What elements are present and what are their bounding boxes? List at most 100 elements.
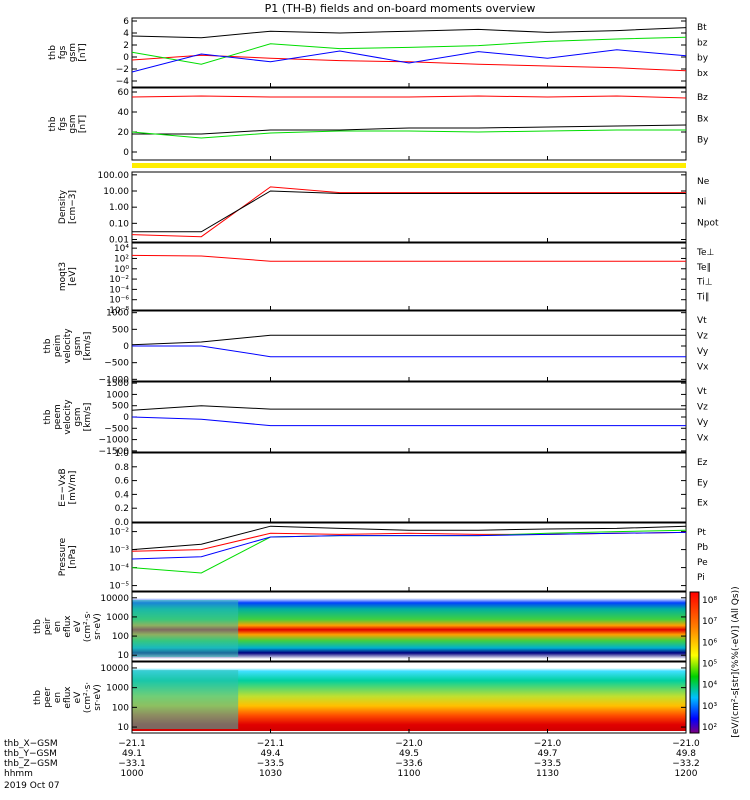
series-line-Pt <box>131 525 687 551</box>
y-tick-label: 0.2 <box>115 504 129 514</box>
panel-ion_spec <box>131 591 687 662</box>
colorbar-label: [eV/(cm²-s[str](%%(-eV)] (All Qs)) <box>731 586 741 737</box>
y-tick-label: 10000 <box>100 594 129 604</box>
y-tick-label: 10⁻⁶ <box>109 296 129 306</box>
y-axis-label: [eV] <box>68 267 78 286</box>
x-axis-row-value: −21.0 <box>534 739 562 749</box>
x-axis-row-value: 49.8 <box>676 749 696 759</box>
panel-frame <box>131 17 687 88</box>
y-tick-label: 1000 <box>106 613 129 623</box>
colorbar-tick-label: 10⁶ <box>702 638 717 648</box>
y-tick-label: 10⁰ <box>114 265 129 275</box>
x-axis-row-label: thb_Y−GSM <box>4 749 57 759</box>
legend-entry: bx <box>697 69 709 79</box>
legend-entry: Vx <box>697 363 709 373</box>
panel-el_spec <box>131 661 687 734</box>
y-axis-label: thb <box>33 619 43 634</box>
y-axis-label: eflux <box>63 615 73 638</box>
colorbar-tick-label: 10² <box>702 723 717 733</box>
x-axis-row-value: 1100 <box>398 769 421 779</box>
legend-entry: Ti⊥ <box>696 278 713 288</box>
y-tick-label: 0 <box>123 53 129 63</box>
y-axis-label: Density <box>58 189 68 224</box>
legend-entry: Pt <box>697 528 706 538</box>
legend-entry: Npot <box>697 218 719 228</box>
x-axis-row-value: −21.1 <box>118 739 146 749</box>
y-axis-label: fgs <box>58 117 68 131</box>
y-axis-label: Pressure <box>58 537 68 576</box>
y-tick-label: 4 <box>123 29 129 39</box>
y-tick-label: 10⁻² <box>109 275 129 285</box>
y-axis-label: eflux <box>63 686 73 709</box>
y-tick-label: 100.00 <box>98 171 130 181</box>
series-line-Vx <box>132 345 686 358</box>
y-axis-label: [cm−3] <box>68 190 78 224</box>
x-axis-row-value: 1000 <box>121 769 144 779</box>
y-axis-label: moqt3 <box>58 262 68 291</box>
legend-entry: Ey <box>697 478 709 488</box>
y-tick-label: 10⁻² <box>109 528 129 538</box>
spectrogram-early-region <box>132 600 239 657</box>
y-axis-label: peer <box>43 687 53 708</box>
y-tick-label: 10.00 <box>103 187 129 197</box>
y-tick-label: 500 <box>112 402 129 412</box>
y-tick-label: −500 <box>104 424 129 434</box>
y-tick-label: 1000 <box>106 309 129 319</box>
y-tick-label: 10⁻⁴ <box>109 285 129 295</box>
y-tick-label: 0.8 <box>115 463 130 473</box>
series-line-Pe <box>131 529 687 574</box>
y-axis-label: [nT] <box>78 43 88 61</box>
x-axis-row-value: 49.7 <box>537 749 557 759</box>
x-axis-row-value: 1130 <box>536 769 559 779</box>
y-tick-label: 0.01 <box>109 235 129 245</box>
y-axis-label: sr·eV) <box>93 613 103 639</box>
y-tick-label: 10⁻⁵ <box>109 582 129 592</box>
y-axis-label: velocity <box>63 328 73 364</box>
legend-entry: Vy <box>697 347 709 357</box>
panel-frame <box>131 310 687 382</box>
panel-frame <box>131 87 687 161</box>
series-line-Bz <box>131 95 687 99</box>
y-axis-label: gsm <box>73 407 83 426</box>
y-axis-label: velocity <box>63 399 73 435</box>
legend-entry: Pe <box>697 558 708 568</box>
panel-bfield <box>131 17 687 88</box>
y-tick-label: 10 <box>118 723 130 733</box>
legend-entry: Ex <box>697 499 709 509</box>
plot-title: P1 (TH-B) fields and on-board moments ov… <box>265 2 536 15</box>
legend-entry: Bt <box>697 23 707 33</box>
y-tick-label: 1500 <box>106 379 129 389</box>
y-axis-label: eV <box>73 620 83 633</box>
legend-entry: Vt <box>697 316 707 326</box>
y-axis-label: [mV/m] <box>68 471 78 505</box>
legend-entry: Ne <box>697 177 710 187</box>
legend-entry: Vy <box>697 418 709 428</box>
panel-frame <box>131 242 687 311</box>
y-tick-label: 10⁻³ <box>109 546 129 556</box>
x-axis-row-value: −21.0 <box>395 739 423 749</box>
y-axis-label: sr·eV) <box>93 684 103 710</box>
y-tick-label: 10⁴ <box>114 244 129 254</box>
series-line-Te⊥ <box>131 254 686 262</box>
panel-temp <box>131 242 687 311</box>
series-line-Vt <box>131 334 686 346</box>
x-axis-row-value: −33.5 <box>257 759 285 769</box>
y-tick-label: −1500 <box>99 447 130 457</box>
y-axis-label: en <box>53 621 63 632</box>
legend-entry: Vx <box>697 434 709 444</box>
colorbar-tick-label: 10⁸ <box>702 596 717 606</box>
series-line-Bt <box>131 27 687 39</box>
y-axis-label: peim <box>53 335 63 358</box>
spectrogram-early-region <box>132 670 239 729</box>
y-tick-label: 1000 <box>106 684 129 694</box>
y-axis-label: thb <box>33 690 43 705</box>
y-axis-label: (cm²·s· <box>83 611 93 642</box>
series-line-Ne <box>131 186 686 238</box>
x-axis-row-label: hhmm <box>4 769 33 779</box>
series-line-By <box>131 129 686 139</box>
panel-ve <box>131 381 687 453</box>
y-axis-label: [km/s] <box>83 332 93 361</box>
series-line-Vx <box>131 416 686 427</box>
y-tick-label: 0.0 <box>115 518 130 528</box>
